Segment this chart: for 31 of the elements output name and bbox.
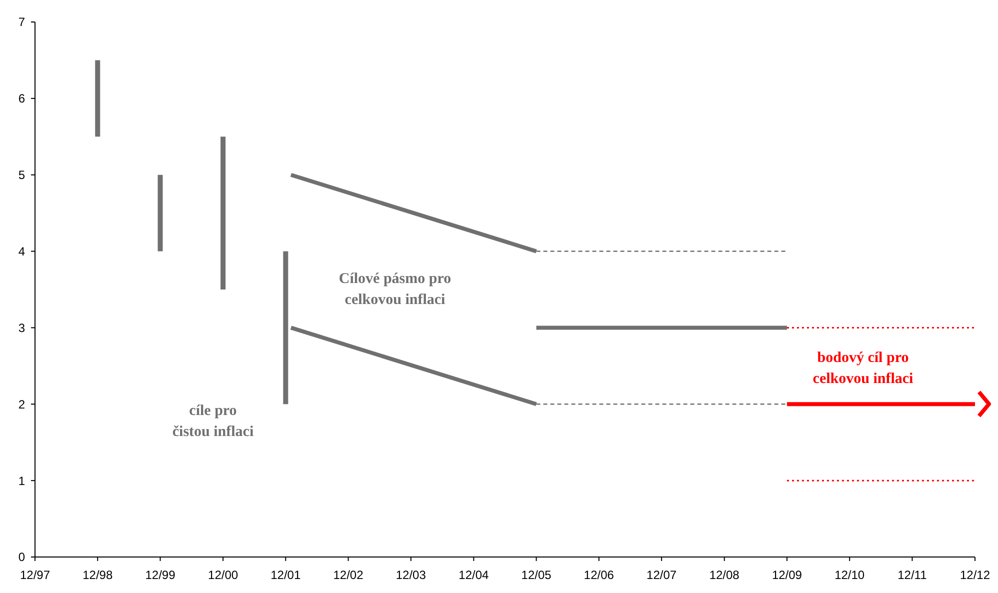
x-tick-label: 12/11 [898,568,928,582]
x-tick-label: 12/04 [458,568,490,582]
x-tick-label: 12/05 [521,568,552,582]
x-tick-label: 12/00 [208,568,238,582]
bar [95,60,100,137]
y-tick-label: 5 [18,168,26,182]
y-tick-label: 2 [18,397,26,412]
annotation: cíle pro čistou inflaci [172,403,254,440]
y-tick-label: 4 [18,244,26,258]
annotation: bodový cíl pro celkovou inflaci [812,350,914,387]
y-tick-label: 7 [18,15,26,30]
x-tick-label: 12/98 [82,568,113,582]
bar [220,136,226,290]
x-tick-label: 12/99 [145,568,176,582]
bar [283,251,288,404]
x-tick-label: 12/10 [834,568,865,582]
y-tick-label: 3 [18,320,26,335]
x-tick-label: 12/03 [396,568,426,582]
x-tick-label: 12/12 [960,568,990,582]
y-tick-label: 1 [18,474,26,488]
y-tick-label: 0 [18,550,26,564]
x-tick-label: 12/09 [772,568,802,582]
x-tick-label: 12/01 [270,568,301,582]
x-tick-label: 12/97 [20,568,50,582]
bar [158,174,163,252]
x-tick-label: 12/02 [333,568,364,582]
x-tick-label: 12/08 [709,568,740,582]
x-tick-label: 12/06 [584,568,614,582]
x-tick-label: 12/07 [646,568,677,582]
y-tick-label: 6 [18,92,26,106]
annotation: Cílové pásmo pro celkovou inflaci [338,271,452,308]
